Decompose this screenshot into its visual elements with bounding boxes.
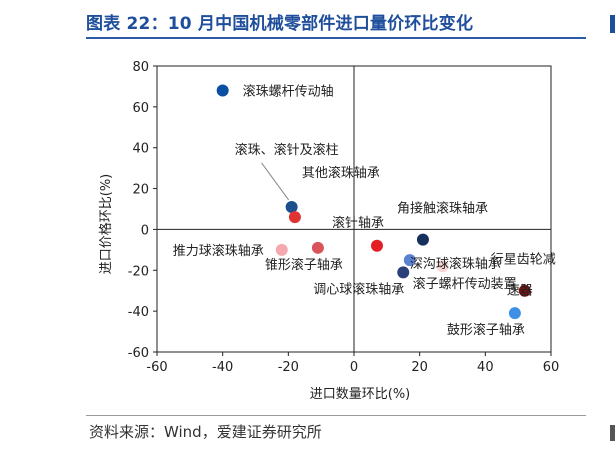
point-label: 行星齿轮减 (491, 253, 556, 268)
x-tick-label: 60 (543, 360, 560, 375)
x-tick-label: 40 (477, 360, 494, 375)
y-tick-label: -20 (128, 264, 149, 279)
point-label: 滚珠、滚针及滚柱 (235, 142, 339, 158)
y-tick-label: 40 (132, 142, 149, 157)
x-tick-label: -60 (146, 360, 167, 375)
callout-leader-line (261, 162, 290, 201)
adjacent-panel-edge-bottom (610, 425, 615, 441)
data-point (311, 241, 324, 254)
x-tick-label: -20 (278, 360, 299, 375)
point-label: 滚珠螺杆传动轴 (243, 84, 334, 100)
scatter-chart: -60 -40 -20 0 20 40 60 80 60 40 20 0 -20 -40 -60 滚珠螺杆传… (98, 60, 560, 402)
tick-group: -60 -40 -20 0 20 40 60 80 60 40 20 0 -20 -40 -60 (128, 60, 560, 375)
data-point (370, 239, 383, 252)
point-label: 滚针轴承 (332, 215, 384, 231)
point-label: 滚子螺杆传动装置 (413, 276, 517, 292)
point-label: 角接触滚珠轴承 (397, 201, 488, 217)
data-point (508, 307, 521, 320)
point-label: 锥形滚子轴承 (265, 257, 343, 273)
point-label: 调心球滚珠轴承 (313, 281, 404, 297)
data-point (403, 254, 416, 267)
y-tick-label: 80 (132, 60, 149, 75)
y-tick-label: 60 (132, 101, 149, 116)
x-tick-label: 0 (350, 360, 358, 375)
point-label: 鼓形滚子轴承 (447, 322, 525, 338)
data-point (416, 233, 429, 246)
y-axis-label: 进口价格环比(%) (98, 174, 114, 275)
source-divider (86, 415, 586, 416)
point-label: 深沟球滚珠轴承 (410, 256, 501, 272)
title-divider (86, 37, 586, 39)
x-tick-label: 20 (411, 360, 428, 375)
point-label: 速器 (507, 284, 533, 299)
y-tick-label: 20 (132, 183, 149, 198)
data-point (436, 260, 449, 273)
point-label: 其他滚珠轴承 (302, 165, 380, 181)
axes-group (156, 65, 552, 353)
data-point (275, 243, 288, 256)
y-tick-label: -40 (128, 305, 149, 320)
data-point (518, 284, 531, 297)
chart-title: 图表 22：10 月中国机械零部件进口量价环比变化 (86, 14, 474, 34)
data-point (397, 266, 410, 279)
point-label: 推力球滚珠轴承 (173, 243, 264, 259)
points-group (216, 84, 531, 320)
y-tick-label: -60 (128, 346, 149, 361)
data-point (285, 200, 298, 213)
x-tick-label: -40 (212, 360, 233, 375)
adjacent-panel-edge (610, 15, 615, 33)
source-note: 资料来源：Wind，爱建证券研究所 (89, 423, 322, 441)
x-axis-label: 进口数量环比(%) (310, 387, 411, 402)
data-point (288, 211, 301, 224)
data-point (216, 84, 229, 97)
y-tick-label: 0 (141, 223, 149, 238)
